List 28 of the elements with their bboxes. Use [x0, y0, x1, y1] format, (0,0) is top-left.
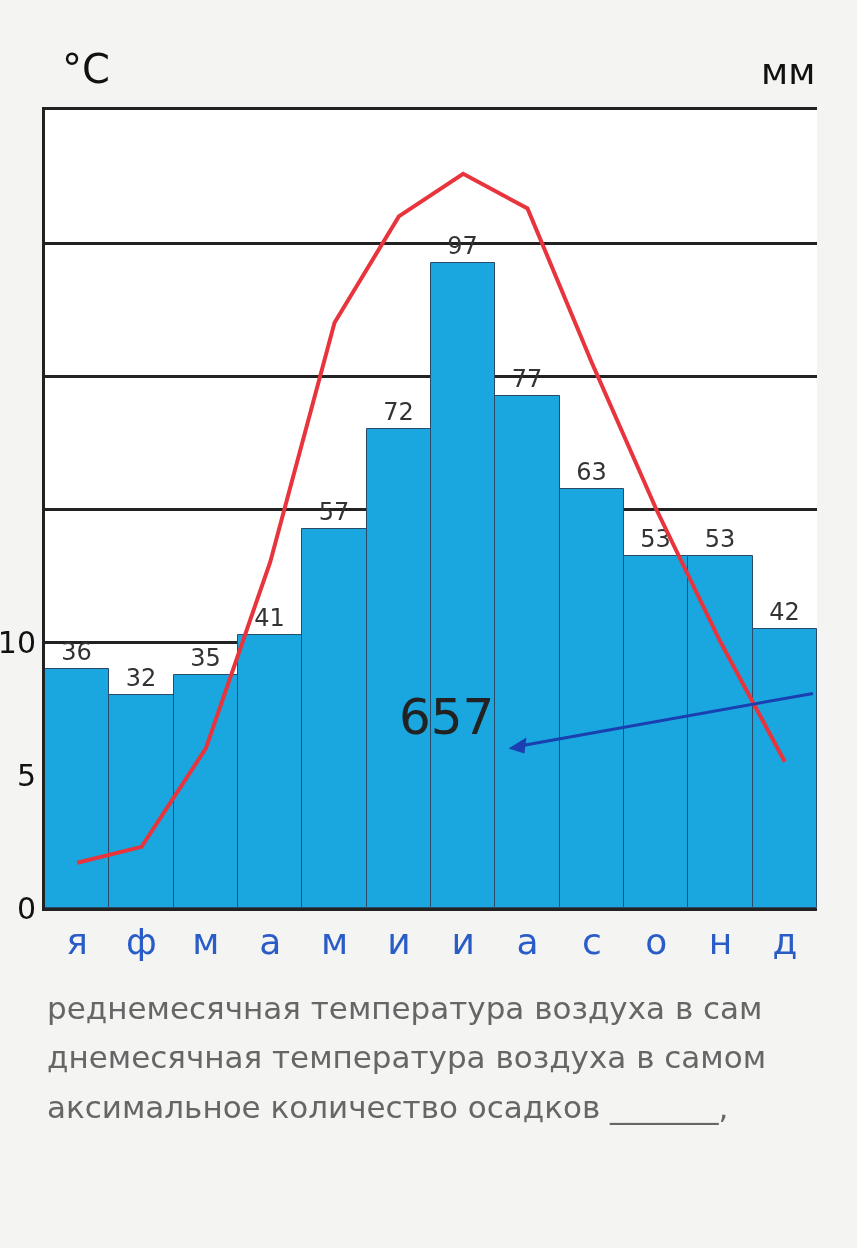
y2-axis-title: мм: [761, 51, 816, 92]
y-tick-label: 10: [0, 624, 36, 660]
x-tick-label: а: [259, 921, 282, 963]
x-tick-label: и: [451, 921, 475, 963]
data-label: 35: [190, 643, 221, 672]
x-tick-label: м: [192, 921, 220, 963]
data-label: 42: [769, 597, 800, 626]
y-tick-label: 0: [16, 890, 36, 926]
x-tick-label: с: [581, 921, 602, 963]
data-label: 53: [704, 524, 736, 553]
x-tick-label: ф: [126, 921, 157, 963]
data-label: 41: [254, 603, 285, 632]
x-tick-label: м: [320, 921, 349, 963]
data-label: 72: [383, 397, 414, 426]
y-tick-label: 5: [16, 757, 36, 793]
data-label: 36: [61, 637, 92, 666]
x-tick-label: н: [708, 921, 733, 963]
text: днемесячная температура воздуха в самом: [47, 1039, 767, 1075]
text: аксимальное количество осадков _______,: [47, 1089, 729, 1125]
x-tick-label: д: [772, 921, 798, 963]
x-tick-label: и: [387, 921, 411, 963]
y-axis-title: °C: [62, 46, 110, 92]
data-label: 63: [576, 457, 607, 486]
x-tick-label: а: [516, 921, 539, 963]
data-label: 32: [125, 663, 157, 692]
x-tick-label: я: [66, 921, 88, 963]
x-tick-label: о: [645, 921, 668, 963]
text: реднемесячная температура воздуха в сам: [47, 990, 763, 1026]
